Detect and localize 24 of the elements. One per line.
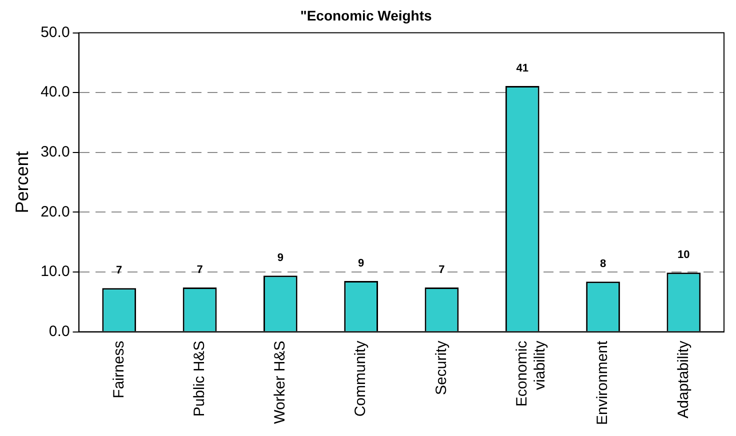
x-tick-label: Security bbox=[432, 340, 450, 395]
data-label: 41 bbox=[516, 62, 528, 75]
data-label: 7 bbox=[438, 264, 445, 276]
y-tick-label: 20.0 bbox=[40, 203, 70, 220]
x-tick-label: Economic viability bbox=[514, 340, 549, 407]
y-tick-label: 0.0 bbox=[48, 322, 70, 340]
x-tick-label: Community bbox=[352, 340, 370, 417]
y-tick-label: 40.0 bbox=[40, 84, 70, 101]
data-label: 7 bbox=[196, 264, 203, 276]
y-tick-label: 10.0 bbox=[40, 263, 70, 280]
data-label: 8 bbox=[600, 258, 606, 270]
x-tick-label: Adaptability bbox=[674, 340, 692, 418]
x-tick-label: Worker H&S bbox=[272, 340, 289, 424]
x-tick-label: Environment bbox=[594, 340, 612, 426]
x-tick-label: Fairness bbox=[110, 340, 128, 398]
data-label: 9 bbox=[358, 257, 364, 270]
x-tick-label: Public H&S bbox=[190, 340, 208, 417]
y-tick-label: 30.0 bbox=[40, 144, 70, 161]
data-label: 10 bbox=[678, 249, 690, 262]
data-label: 7 bbox=[116, 264, 122, 277]
chart-title: "Economic Weights bbox=[300, 7, 432, 24]
data-label: 9 bbox=[277, 252, 284, 264]
y-tick-label: 50.0 bbox=[40, 24, 70, 41]
y-axis-title: Percent bbox=[12, 151, 32, 214]
